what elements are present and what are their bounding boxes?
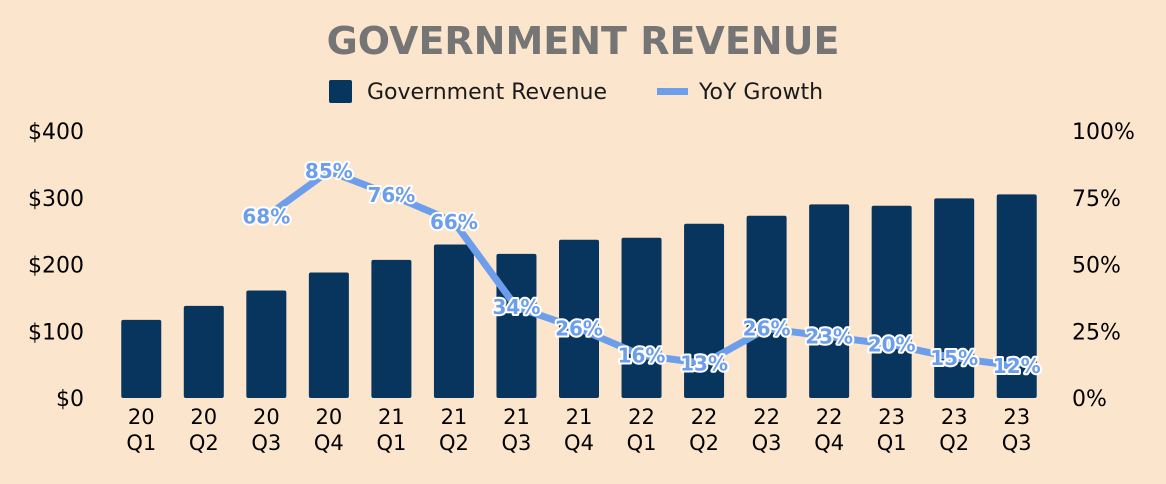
x-tick-quarter: Q2: [439, 431, 469, 455]
growth-data-label: 23%: [805, 325, 853, 349]
x-tick-year: 20: [315, 405, 342, 429]
growth-data-label: 12%: [993, 354, 1041, 378]
x-tick-quarter: Q2: [189, 431, 219, 455]
revenue-bar: [371, 259, 412, 398]
revenue-bar: [996, 194, 1037, 398]
x-tick-label: 21 Q2: [439, 405, 469, 455]
x-tick-quarter: Q3: [752, 431, 782, 455]
y-left-tick-label: $200: [28, 254, 84, 279]
y-left-tick-label: $0: [56, 387, 84, 412]
x-tick-quarter: Q4: [314, 431, 344, 455]
revenue-bar: [308, 272, 349, 398]
growth-line: [262, 167, 1021, 370]
revenue-bar: [746, 215, 787, 398]
x-tick-year: 23: [878, 405, 905, 429]
x-tick-year: 21: [441, 405, 468, 429]
growth-data-label: 34%: [493, 295, 541, 319]
revenue-bar: [496, 253, 537, 398]
x-tick-year: 20: [253, 405, 280, 429]
y-axis-left: $0 $100 $200 $300 $400: [28, 120, 84, 412]
y-right-tick-label: 100%: [1072, 120, 1135, 145]
x-tick-label: 21 Q4: [564, 405, 594, 455]
revenue-bar: [871, 205, 912, 398]
x-tick-year: 20: [128, 405, 155, 429]
x-tick-label: 22 Q3: [752, 405, 782, 455]
y-left-tick-label: $400: [28, 120, 84, 145]
x-tick-year: 22: [691, 405, 718, 429]
x-tick-quarter: Q1: [376, 431, 406, 455]
x-tick-year: 22: [816, 405, 843, 429]
x-tick-label: 20 Q2: [189, 405, 219, 455]
growth-data-label: 20%: [868, 333, 916, 357]
legend-label-growth: YoY Growth: [698, 80, 823, 105]
x-tick-year: 21: [566, 405, 593, 429]
chart-title: GOVERNMENT REVENUE: [327, 19, 840, 63]
growth-data-label: 85%: [305, 159, 353, 183]
x-tick-label: 20 Q3: [251, 405, 281, 455]
y-right-tick-label: 75%: [1072, 187, 1121, 212]
growth-line-series: [262, 167, 1021, 370]
x-tick-label: 21 Q1: [376, 405, 406, 455]
revenue-bar: [433, 244, 474, 398]
y-left-tick-label: $300: [28, 187, 84, 212]
x-tick-year: 20: [190, 405, 217, 429]
x-tick-year: 21: [378, 405, 405, 429]
x-tick-label: 22 Q2: [689, 405, 719, 455]
revenue-bar: [246, 290, 287, 398]
growth-data-label: 76%: [367, 183, 415, 207]
growth-data-label: 68%: [242, 204, 290, 228]
revenue-bar: [121, 319, 162, 398]
x-tick-label: 20 Q4: [314, 405, 344, 455]
legend-label-revenue: Government Revenue: [367, 80, 607, 105]
growth-data-label: 26%: [555, 317, 603, 341]
x-tick-label: 22 Q1: [627, 405, 657, 455]
growth-data-label: 15%: [930, 346, 978, 370]
revenue-bar: [621, 237, 662, 398]
revenue-bar: [934, 198, 975, 398]
x-tick-label: 21 Q3: [502, 405, 532, 455]
y-left-tick-label: $100: [28, 320, 84, 345]
x-tick-label: 20 Q1: [126, 405, 156, 455]
y-right-tick-label: 0%: [1072, 387, 1107, 412]
growth-data-label: 26%: [743, 317, 791, 341]
growth-data-label: 16%: [618, 343, 666, 367]
legend: Government Revenue YoY Growth: [329, 80, 823, 105]
x-tick-year: 23: [941, 405, 968, 429]
y-right-tick-label: 50%: [1072, 254, 1121, 279]
legend-bar-swatch: [329, 80, 352, 103]
x-tick-year: 21: [503, 405, 530, 429]
x-tick-label: 23 Q1: [877, 405, 907, 455]
growth-data-label: 13%: [680, 351, 728, 375]
growth-labels: 68% 85% 76% 66% 34% 26% 16% 13% 26% 23% 20% 15% 12%: [240, 157, 1042, 380]
x-tick-year: 22: [753, 405, 780, 429]
y-axis-right: 0% 25% 50% 75% 100%: [1072, 120, 1135, 412]
x-tick-label: 22 Q4: [814, 405, 844, 455]
x-tick-label: 23 Q3: [1002, 405, 1032, 455]
y-right-tick-label: 25%: [1072, 320, 1121, 345]
x-tick-quarter: Q4: [814, 431, 844, 455]
x-tick-year: 22: [628, 405, 655, 429]
revenue-bar: [559, 239, 599, 398]
x-tick-quarter: Q3: [502, 431, 532, 455]
x-tick-quarter: Q2: [689, 431, 719, 455]
x-tick-quarter: Q1: [126, 431, 156, 455]
x-tick-quarter: Q3: [251, 431, 281, 455]
x-tick-year: 23: [1003, 405, 1030, 429]
x-tick-label: 23 Q2: [939, 405, 969, 455]
growth-data-label: 66%: [430, 210, 478, 234]
x-tick-quarter: Q4: [564, 431, 594, 455]
revenue-bar: [809, 204, 850, 398]
x-tick-quarter: Q1: [877, 431, 907, 455]
revenue-bar: [183, 305, 224, 398]
x-tick-quarter: Q1: [627, 431, 657, 455]
x-tick-quarter: Q2: [939, 431, 969, 455]
x-tick-quarter: Q3: [1002, 431, 1032, 455]
